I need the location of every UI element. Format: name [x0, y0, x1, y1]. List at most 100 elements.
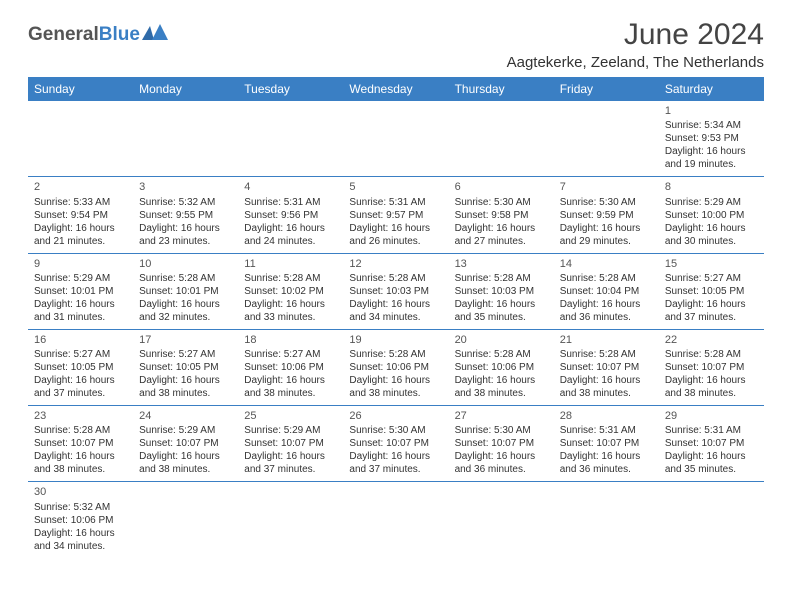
day-detail: Sunrise: 5:28 AM	[665, 348, 758, 361]
calendar-cell	[238, 482, 343, 558]
day-detail: Sunset: 9:54 PM	[34, 209, 127, 222]
day-detail: Daylight: 16 hours	[244, 450, 337, 463]
day-detail: Sunset: 10:05 PM	[665, 285, 758, 298]
logo-text-blue: Blue	[99, 24, 140, 45]
day-number: 13	[455, 257, 548, 271]
day-detail: and 37 minutes.	[349, 463, 442, 476]
day-detail: and 37 minutes.	[665, 311, 758, 324]
day-detail: Sunset: 10:07 PM	[349, 437, 442, 450]
day-detail: Sunset: 10:07 PM	[34, 437, 127, 450]
calendar-row: 16Sunrise: 5:27 AMSunset: 10:05 PMDaylig…	[28, 329, 764, 405]
day-detail: and 31 minutes.	[34, 311, 127, 324]
day-detail: Sunrise: 5:29 AM	[665, 196, 758, 209]
day-detail: Sunrise: 5:27 AM	[244, 348, 337, 361]
calendar-cell	[238, 101, 343, 177]
flag-icon	[142, 24, 168, 45]
day-detail: Sunrise: 5:31 AM	[560, 424, 653, 437]
calendar-cell	[343, 101, 448, 177]
day-detail: and 38 minutes.	[244, 387, 337, 400]
day-detail: Daylight: 16 hours	[455, 374, 548, 387]
day-detail: Daylight: 16 hours	[560, 298, 653, 311]
day-detail: Sunset: 9:55 PM	[139, 209, 232, 222]
day-detail: and 29 minutes.	[560, 235, 653, 248]
calendar-cell: 7Sunrise: 5:30 AMSunset: 9:59 PMDaylight…	[554, 177, 659, 253]
day-number: 3	[139, 180, 232, 194]
weekday-header: Sunday	[28, 77, 133, 101]
day-detail: Daylight: 16 hours	[244, 374, 337, 387]
calendar-cell	[554, 101, 659, 177]
calendar-cell: 11Sunrise: 5:28 AMSunset: 10:02 PMDaylig…	[238, 253, 343, 329]
day-number: 9	[34, 257, 127, 271]
calendar-cell: 2Sunrise: 5:33 AMSunset: 9:54 PMDaylight…	[28, 177, 133, 253]
day-detail: Daylight: 16 hours	[455, 298, 548, 311]
day-detail: Daylight: 16 hours	[139, 374, 232, 387]
day-detail: Sunrise: 5:27 AM	[139, 348, 232, 361]
day-number: 26	[349, 409, 442, 423]
day-detail: Sunrise: 5:29 AM	[34, 272, 127, 285]
day-detail: Daylight: 16 hours	[665, 222, 758, 235]
calendar-cell: 20Sunrise: 5:28 AMSunset: 10:06 PMDaylig…	[449, 329, 554, 405]
day-detail: and 36 minutes.	[560, 311, 653, 324]
day-detail: and 38 minutes.	[665, 387, 758, 400]
day-detail: Sunset: 10:06 PM	[455, 361, 548, 374]
day-detail: Sunset: 10:05 PM	[34, 361, 127, 374]
day-number: 6	[455, 180, 548, 194]
day-detail: Daylight: 16 hours	[349, 298, 442, 311]
day-detail: Sunset: 10:07 PM	[665, 361, 758, 374]
day-detail: Sunset: 10:01 PM	[139, 285, 232, 298]
day-detail: Daylight: 16 hours	[560, 450, 653, 463]
day-detail: Daylight: 16 hours	[455, 222, 548, 235]
day-detail: Sunset: 10:06 PM	[34, 514, 127, 527]
day-detail: Sunrise: 5:28 AM	[560, 272, 653, 285]
calendar-cell: 19Sunrise: 5:28 AMSunset: 10:06 PMDaylig…	[343, 329, 448, 405]
day-detail: and 38 minutes.	[560, 387, 653, 400]
day-detail: Daylight: 16 hours	[139, 450, 232, 463]
day-detail: Daylight: 16 hours	[244, 298, 337, 311]
day-detail: Sunset: 10:02 PM	[244, 285, 337, 298]
calendar-cell: 21Sunrise: 5:28 AMSunset: 10:07 PMDaylig…	[554, 329, 659, 405]
day-detail: Sunrise: 5:29 AM	[244, 424, 337, 437]
day-detail: and 27 minutes.	[455, 235, 548, 248]
calendar-cell: 28Sunrise: 5:31 AMSunset: 10:07 PMDaylig…	[554, 406, 659, 482]
weekday-header: Monday	[133, 77, 238, 101]
weekday-row: Sunday Monday Tuesday Wednesday Thursday…	[28, 77, 764, 101]
day-detail: Daylight: 16 hours	[349, 450, 442, 463]
calendar-cell: 6Sunrise: 5:30 AMSunset: 9:58 PMDaylight…	[449, 177, 554, 253]
day-number: 19	[349, 333, 442, 347]
day-detail: Sunrise: 5:28 AM	[560, 348, 653, 361]
weekday-header: Saturday	[659, 77, 764, 101]
calendar-cell: 9Sunrise: 5:29 AMSunset: 10:01 PMDayligh…	[28, 253, 133, 329]
day-detail: Sunrise: 5:28 AM	[349, 272, 442, 285]
day-number: 27	[455, 409, 548, 423]
calendar-cell: 22Sunrise: 5:28 AMSunset: 10:07 PMDaylig…	[659, 329, 764, 405]
day-detail: Sunrise: 5:28 AM	[139, 272, 232, 285]
day-number: 5	[349, 180, 442, 194]
weekday-header: Tuesday	[238, 77, 343, 101]
day-detail: Sunrise: 5:33 AM	[34, 196, 127, 209]
weekday-header: Friday	[554, 77, 659, 101]
day-detail: Sunset: 10:07 PM	[560, 437, 653, 450]
calendar-cell: 5Sunrise: 5:31 AMSunset: 9:57 PMDaylight…	[343, 177, 448, 253]
calendar-row: 1Sunrise: 5:34 AMSunset: 9:53 PMDaylight…	[28, 101, 764, 177]
day-detail: Sunset: 10:03 PM	[455, 285, 548, 298]
day-detail: Sunrise: 5:31 AM	[244, 196, 337, 209]
day-number: 4	[244, 180, 337, 194]
day-detail: Sunset: 10:06 PM	[244, 361, 337, 374]
calendar-cell	[343, 482, 448, 558]
day-number: 17	[139, 333, 232, 347]
day-detail: and 34 minutes.	[34, 540, 127, 553]
calendar-row: 30Sunrise: 5:32 AMSunset: 10:06 PMDaylig…	[28, 482, 764, 558]
day-number: 20	[455, 333, 548, 347]
day-detail: Sunset: 10:07 PM	[665, 437, 758, 450]
day-detail: Sunrise: 5:27 AM	[34, 348, 127, 361]
day-detail: and 21 minutes.	[34, 235, 127, 248]
day-detail: Sunset: 10:07 PM	[455, 437, 548, 450]
day-detail: and 34 minutes.	[349, 311, 442, 324]
calendar-cell: 1Sunrise: 5:34 AMSunset: 9:53 PMDaylight…	[659, 101, 764, 177]
day-detail: and 38 minutes.	[139, 387, 232, 400]
day-detail: Daylight: 16 hours	[139, 222, 232, 235]
weekday-header: Wednesday	[343, 77, 448, 101]
calendar-cell: 24Sunrise: 5:29 AMSunset: 10:07 PMDaylig…	[133, 406, 238, 482]
calendar-cell: 17Sunrise: 5:27 AMSunset: 10:05 PMDaylig…	[133, 329, 238, 405]
day-detail: Sunrise: 5:31 AM	[349, 196, 442, 209]
